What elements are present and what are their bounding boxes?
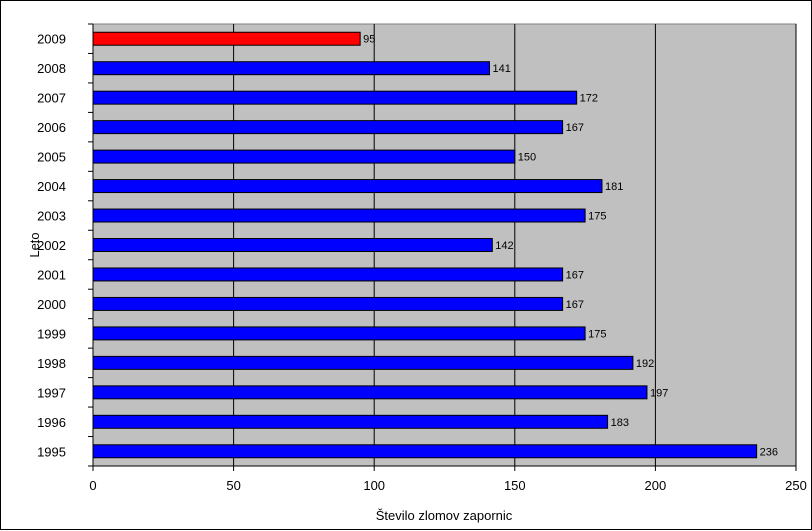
value-label-2009: 95 xyxy=(363,34,375,46)
bar-2009 xyxy=(92,31,361,46)
bar-2008 xyxy=(92,61,490,76)
value-label-2008: 141 xyxy=(492,63,510,75)
y-tick-label-2004: 2004 xyxy=(37,179,66,194)
value-label-2006: 167 xyxy=(566,122,584,134)
x-tick-label-100: 100 xyxy=(363,478,385,493)
x-tick-label-200: 200 xyxy=(645,478,667,493)
value-label-2005: 150 xyxy=(518,152,536,164)
bar-2005 xyxy=(92,149,516,164)
y-tick-label-2007: 2007 xyxy=(37,91,66,106)
value-label-2007: 172 xyxy=(580,93,598,105)
value-label-2004: 181 xyxy=(605,181,623,193)
bar-1999 xyxy=(92,326,586,341)
x-tick-label-50: 50 xyxy=(226,478,240,493)
value-label-2001: 167 xyxy=(566,269,584,281)
bars xyxy=(92,31,758,459)
y-axis-title: Leto xyxy=(27,232,42,257)
y-tick-label-1997: 1997 xyxy=(37,385,66,400)
y-tick-label-2002: 2002 xyxy=(37,238,66,253)
bar-2007 xyxy=(92,90,578,105)
value-label-2003: 175 xyxy=(588,211,606,223)
value-label-1996: 183 xyxy=(611,417,629,429)
x-tick-label-250: 250 xyxy=(785,478,807,493)
y-tick-label-2009: 2009 xyxy=(37,32,66,47)
y-tick-label-1996: 1996 xyxy=(37,415,66,430)
y-tick-label-1999: 1999 xyxy=(37,326,66,341)
bar-2003 xyxy=(92,208,586,223)
bar-1996 xyxy=(92,414,609,429)
y-tick-label-2005: 2005 xyxy=(37,150,66,165)
value-label-2000: 167 xyxy=(566,299,584,311)
y-tick-label-2000: 2000 xyxy=(37,297,66,312)
axes xyxy=(88,23,797,471)
y-tick-label-2003: 2003 xyxy=(37,209,66,224)
x-axis-title: Število zlomov zapornic xyxy=(376,508,513,523)
y-tick-label-2001: 2001 xyxy=(37,267,66,282)
x-tick-label-150: 150 xyxy=(504,478,526,493)
bar-1995 xyxy=(92,444,758,459)
value-labels: 95 141 172 167 150 181 175 142 167 167 175 192 197 18… xyxy=(363,34,778,459)
y-tick-label-1998: 1998 xyxy=(37,356,66,371)
value-label-2002: 142 xyxy=(495,240,513,252)
bar-2006 xyxy=(92,120,564,135)
value-label-1995: 236 xyxy=(760,446,778,458)
bar-2004 xyxy=(92,179,603,194)
y-tick-label-2008: 2008 xyxy=(37,61,66,76)
value-label-1999: 175 xyxy=(588,328,606,340)
value-label-1997: 197 xyxy=(650,387,668,399)
tick-labels: 2009200820072006200520042003200220012000… xyxy=(37,32,807,493)
x-tick-label-0: 0 xyxy=(89,478,96,493)
bar-1998 xyxy=(92,355,634,370)
bar-2002 xyxy=(92,238,493,252)
bar-1997 xyxy=(92,385,648,400)
value-label-1998: 192 xyxy=(636,358,654,370)
y-tick-label-1995: 1995 xyxy=(37,444,66,459)
bar-2001 xyxy=(92,267,564,282)
y-tick-label-2006: 2006 xyxy=(37,120,66,135)
bar-2000 xyxy=(92,296,564,311)
